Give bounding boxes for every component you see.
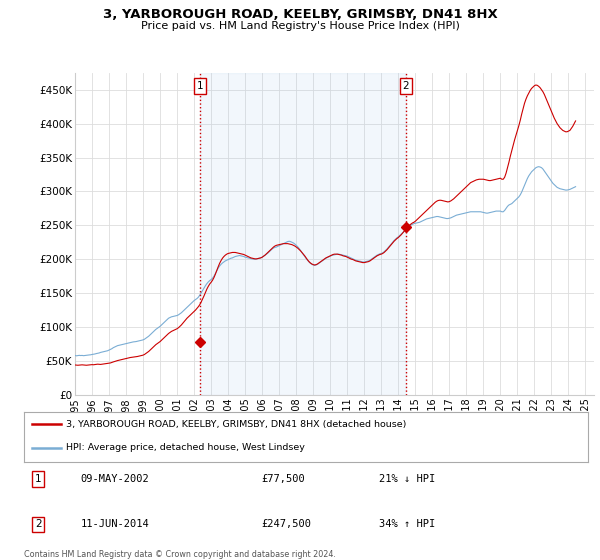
Text: 34% ↑ HPI: 34% ↑ HPI [379, 520, 436, 530]
Text: £247,500: £247,500 [261, 520, 311, 530]
Text: 2: 2 [403, 81, 409, 91]
Text: 1: 1 [35, 474, 41, 484]
Text: Contains HM Land Registry data © Crown copyright and database right 2024.
This d: Contains HM Land Registry data © Crown c… [24, 550, 336, 560]
Text: Price paid vs. HM Land Registry's House Price Index (HPI): Price paid vs. HM Land Registry's House … [140, 21, 460, 31]
Text: 09-MAY-2002: 09-MAY-2002 [80, 474, 149, 484]
Text: HPI: Average price, detached house, West Lindsey: HPI: Average price, detached house, West… [66, 444, 305, 452]
Text: 3, YARBOROUGH ROAD, KEELBY, GRIMSBY, DN41 8HX (detached house): 3, YARBOROUGH ROAD, KEELBY, GRIMSBY, DN4… [66, 419, 407, 429]
Text: £77,500: £77,500 [261, 474, 305, 484]
Text: 3, YARBOROUGH ROAD, KEELBY, GRIMSBY, DN41 8HX: 3, YARBOROUGH ROAD, KEELBY, GRIMSBY, DN4… [103, 8, 497, 21]
Text: 1: 1 [197, 81, 203, 91]
Text: 11-JUN-2014: 11-JUN-2014 [80, 520, 149, 530]
Bar [200, 73, 406, 395]
Text: 2: 2 [35, 520, 41, 530]
Text: 21% ↓ HPI: 21% ↓ HPI [379, 474, 436, 484]
